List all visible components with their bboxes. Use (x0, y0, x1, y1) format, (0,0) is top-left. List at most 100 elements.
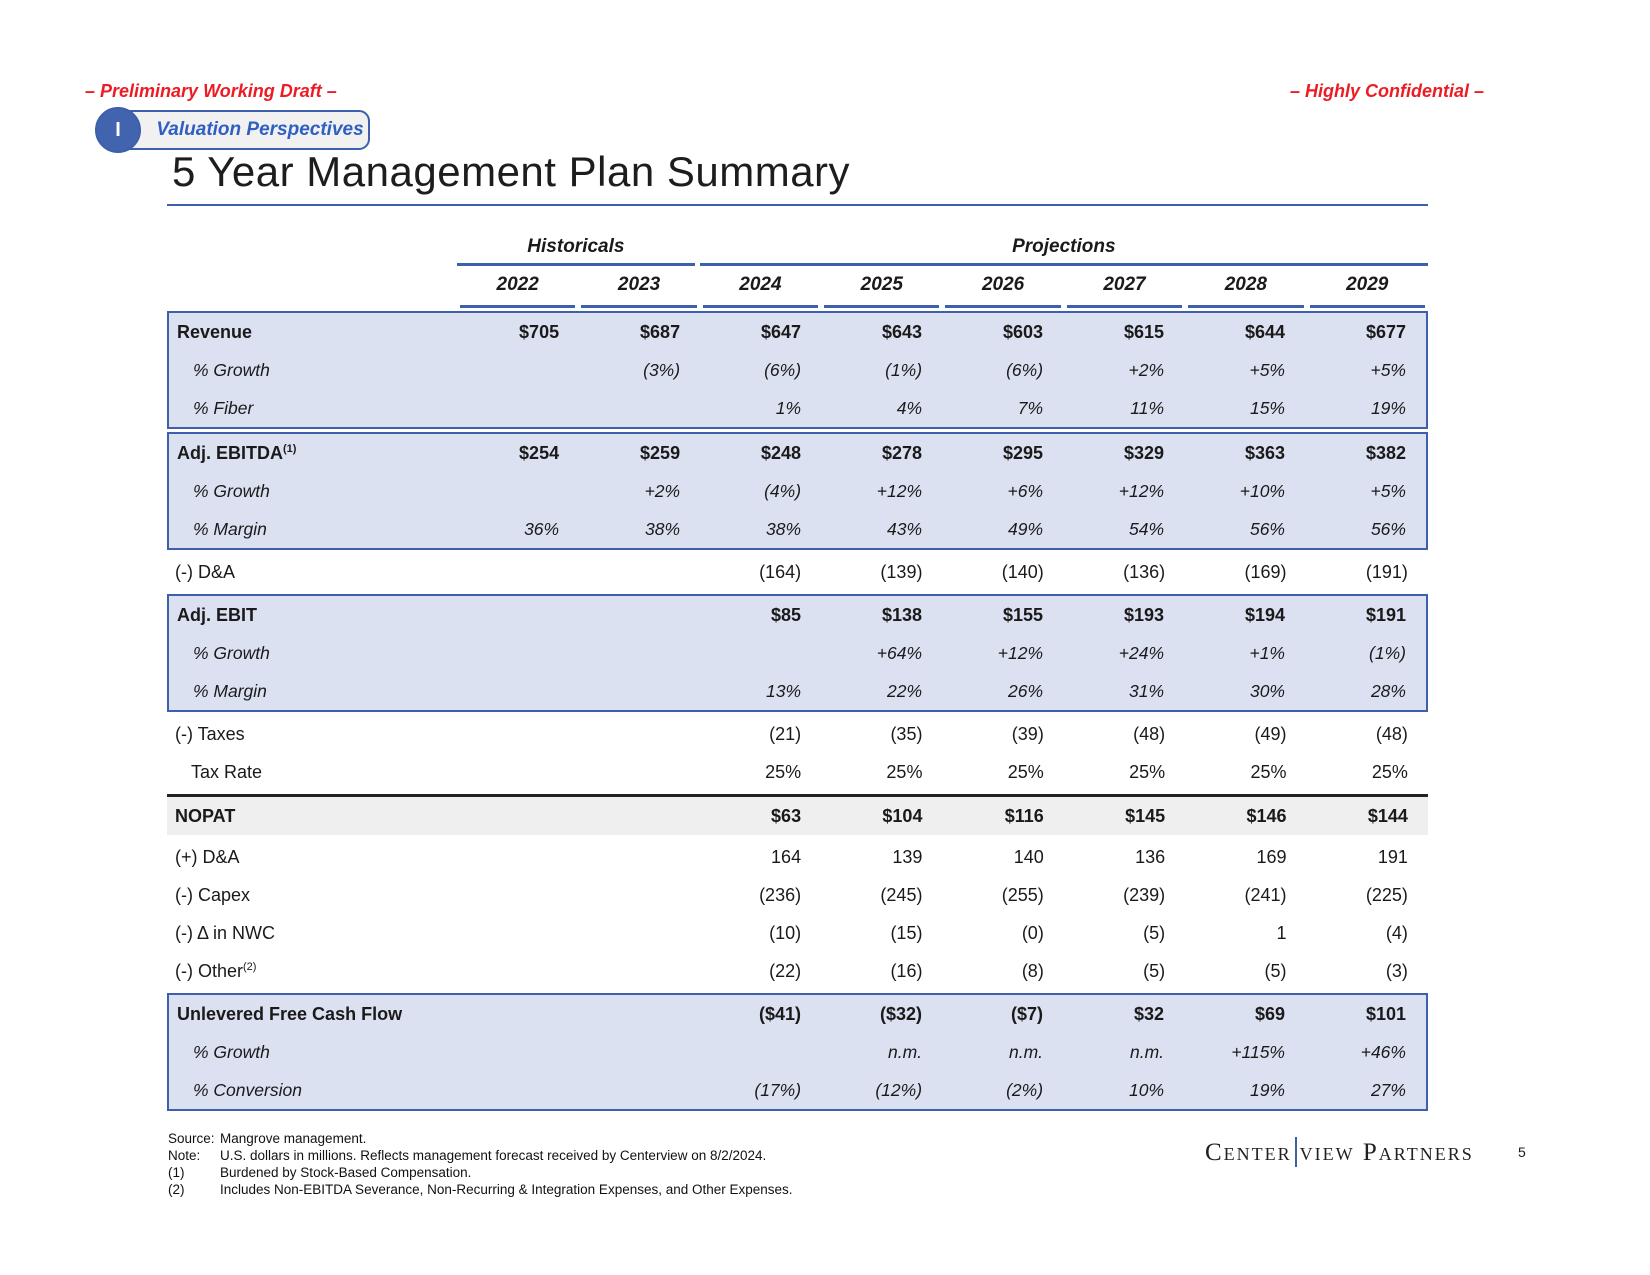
table-block-1: Adj. EBITDA(1) $254 $259 $248 $278 $295 $329 $3… (167, 432, 1428, 550)
table-cell (458, 389, 579, 427)
table-cell: 26% (1008, 681, 1044, 701)
management-plan-table: Historicals Projections 2022 2023 2024 2025 2… (167, 232, 1428, 1111)
table-cell: $329 (1123, 443, 1165, 463)
table-cell: 4% (896, 398, 923, 418)
table-cell: 43% (887, 519, 923, 539)
footnote-label: Note: (168, 1148, 201, 1163)
row-label: % Growth (193, 1042, 270, 1062)
table-cell: 19% (1370, 398, 1406, 418)
table-cell: (5) (1264, 961, 1287, 981)
table-cell: $363 (1244, 443, 1285, 463)
table-cell: $259 (640, 443, 681, 463)
table-cell: +5% (1370, 360, 1406, 380)
table-cell: (2%) (1006, 1080, 1044, 1100)
year-header-2026: 2026 (945, 268, 1061, 308)
table-cell: $69 (1254, 1004, 1285, 1024)
row-label: Tax Rate (191, 762, 263, 782)
table-cell: 56% (1370, 519, 1406, 539)
table-cell: (241) (1244, 885, 1287, 905)
table-cell: (140) (1001, 562, 1044, 582)
table-cell: (136) (1123, 562, 1166, 582)
table-cell: $155 (1002, 605, 1044, 625)
table-cell (578, 753, 699, 791)
table-cell: $144 (1367, 806, 1408, 826)
table-block-4: (-) Taxes (21) (35) (39) (48) (49) (48) Tax Rat… (167, 715, 1428, 791)
table-cell (458, 1071, 579, 1109)
table-cell (457, 715, 578, 753)
table-cell (458, 351, 579, 389)
table-cell: $63 (771, 806, 802, 826)
row-label: % Fiber (193, 398, 254, 418)
table-cell: (8) (1021, 961, 1044, 981)
table-cell (457, 553, 578, 591)
year-header-2028: 2028 (1188, 268, 1304, 308)
table-cell: n.m. (1129, 1042, 1165, 1062)
footnote-line: (1) Burdened by Stock-Based Compensation. (168, 1164, 793, 1181)
table-cell: n.m. (1008, 1042, 1044, 1062)
table-cell: $603 (1002, 322, 1044, 342)
table-cell: (191) (1365, 562, 1408, 582)
table-cell: (22) (769, 961, 802, 981)
year-header-2023: 2023 (581, 268, 697, 308)
table-cell (579, 389, 700, 427)
row-label: % Growth (193, 481, 270, 501)
row-label: (-) D&A (175, 562, 235, 582)
table-cell: $295 (1002, 443, 1044, 463)
table-cell: $278 (882, 443, 923, 463)
table-cell: $146 (1246, 806, 1287, 826)
section-badge-frame (112, 110, 370, 150)
table-cell: 7% (1017, 398, 1044, 418)
group-header-spacer (167, 232, 457, 266)
table-block-5: NOPAT $63 $104 $116 $145 $146 $144 (167, 794, 1428, 835)
table-cell: (6%) (764, 360, 802, 380)
table-cell: 56% (1249, 519, 1285, 539)
table-cell (579, 596, 700, 634)
table-cell: (15) (890, 923, 923, 943)
table-cell (457, 876, 578, 914)
year-header-spacer (167, 268, 457, 308)
footnote-line: Note: U.S. dollars in millions. Reflects … (168, 1147, 793, 1164)
table-cell (457, 838, 578, 876)
section-label: Valuation Perspectives (156, 119, 364, 140)
row-label: % Conversion (193, 1080, 302, 1100)
table-cell (457, 753, 578, 791)
table-cell: 31% (1128, 681, 1165, 701)
table-cell: 54% (1128, 519, 1165, 539)
column-group-header-row: Historicals Projections (167, 232, 1428, 266)
table-cell: (48) (1375, 724, 1408, 744)
table-cell: (1%) (1369, 643, 1406, 663)
centerview-partners-logo: Center view Partners (1205, 1137, 1474, 1168)
table-cell: (10) (769, 923, 802, 943)
row-label: % Growth (193, 643, 270, 663)
table-cell: 25% (765, 762, 802, 782)
table-cell: $254 (519, 443, 560, 463)
table-cell: $382 (1365, 443, 1406, 463)
table-cell: 191 (1377, 847, 1408, 867)
table-cell: (39) (1011, 724, 1044, 744)
year-header-2022: 2022 (460, 268, 576, 308)
table-cell: 136 (1135, 847, 1166, 867)
table-cell (458, 472, 579, 510)
table-cell (579, 1071, 700, 1109)
table-cell: +6% (1007, 481, 1044, 501)
draft-marker: – Preliminary Working Draft – (85, 81, 337, 101)
table-cell (458, 995, 579, 1033)
table-cell: (3) (1385, 961, 1408, 981)
table-cell: 49% (1008, 519, 1044, 539)
footnote-label: (1) (168, 1165, 185, 1180)
table-cell: (48) (1133, 724, 1166, 744)
table-cell: 140 (1013, 847, 1044, 867)
table-cell: +12% (1118, 481, 1165, 501)
table-cell (579, 1033, 700, 1071)
table-cell: 169 (1256, 847, 1287, 867)
table-cell: +24% (1118, 643, 1165, 663)
table-cell: +64% (876, 643, 923, 663)
table-cell: +12% (997, 643, 1044, 663)
table-cell (458, 672, 579, 710)
logo-text-left: Center (1205, 1139, 1292, 1166)
table-cell: (236) (759, 885, 802, 905)
table-cell: 28% (1370, 681, 1406, 701)
table-cell: $104 (882, 806, 923, 826)
table-cell (700, 1033, 821, 1071)
table-cell (458, 596, 579, 634)
